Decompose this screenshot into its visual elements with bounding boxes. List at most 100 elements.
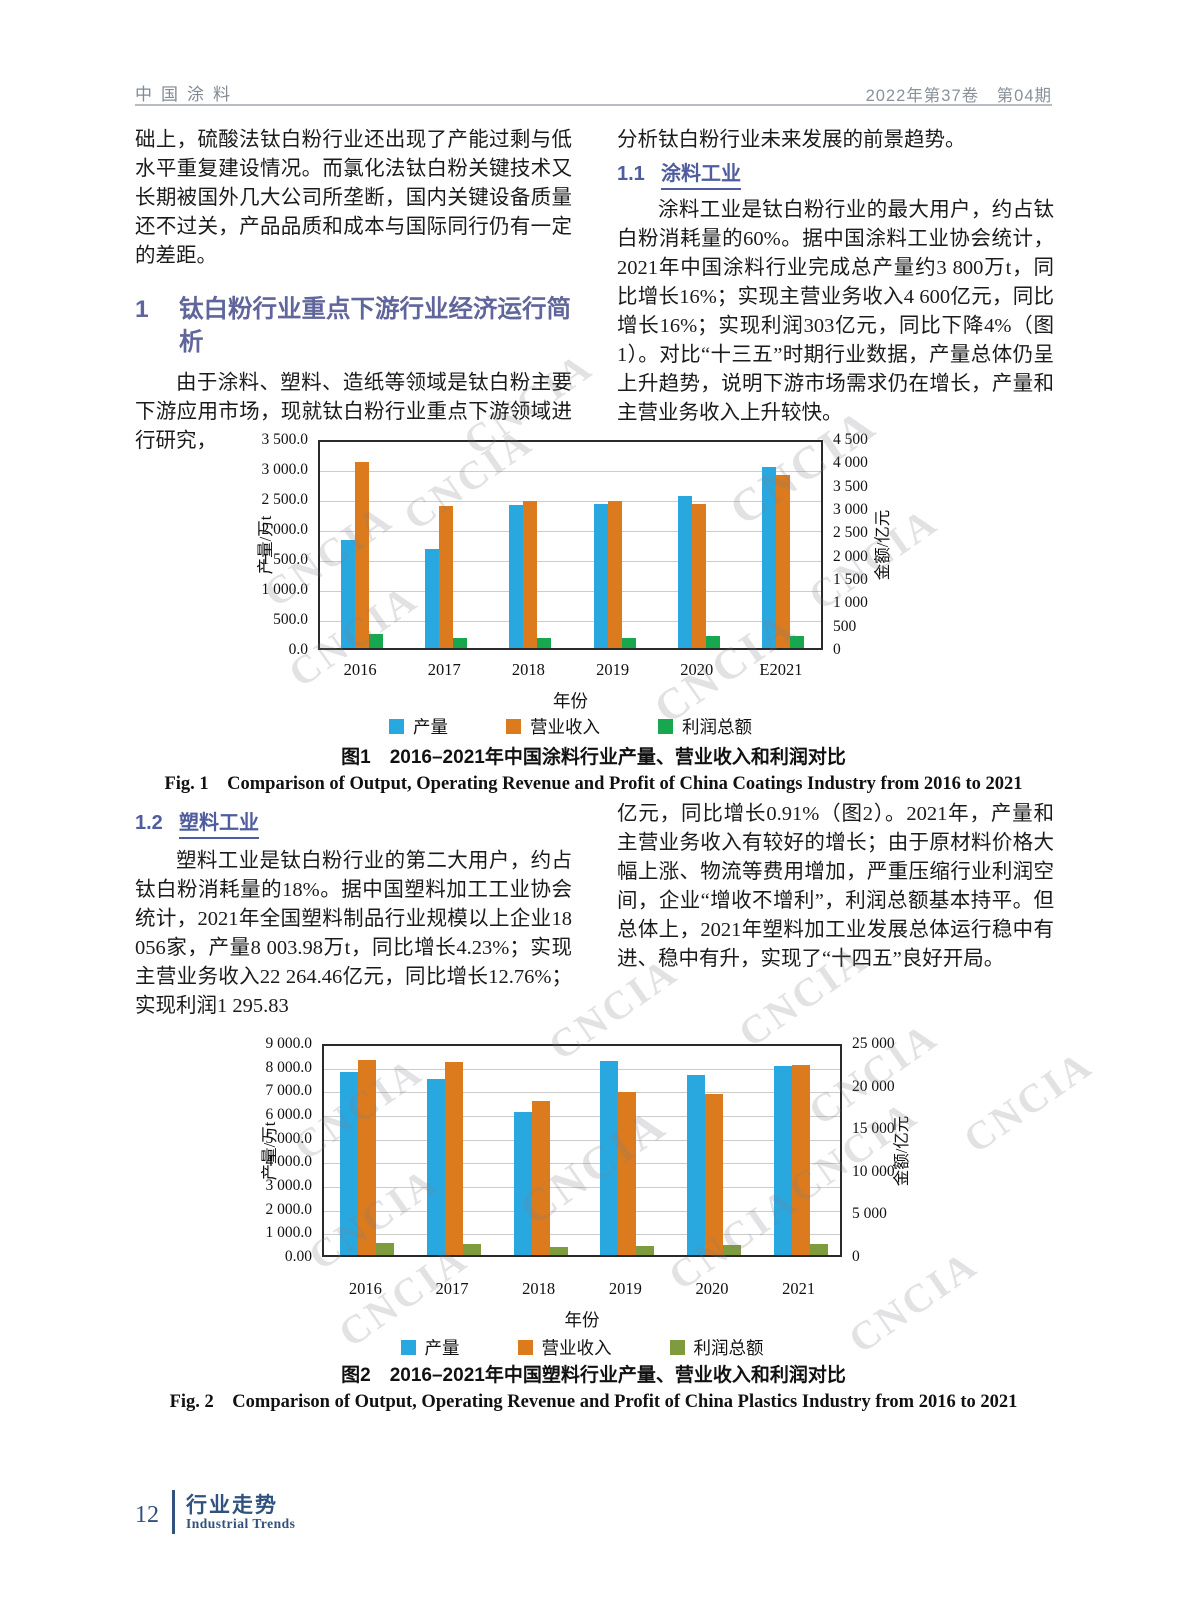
bar-营业收入-2021 <box>792 1065 810 1255</box>
bar-产量-2020 <box>687 1075 705 1255</box>
right-column: 分析钛白粉行业未来发展的前景趋势。 1.1 涂料工业 涂料工业是钛白粉行业的最大… <box>617 126 1054 428</box>
section-1-1-heading: 1.1 涂料工业 <box>617 161 1054 190</box>
watermark: CNCIA <box>955 1041 1101 1162</box>
y-tick-left: 2 000.0 <box>265 1200 313 1218</box>
y-tick-left: 3 500.0 <box>261 431 309 448</box>
bar-产量-2019 <box>600 1061 618 1255</box>
figure2-caption-cn: 图2 2016–2021年中国塑料行业产量、营业收入和利润对比 <box>341 1365 846 1386</box>
bar-产量-2018 <box>509 505 523 648</box>
bar-营业收入-2018 <box>532 1101 550 1255</box>
y-tick-right: 2 000 <box>833 547 868 565</box>
y-tick-left: 5 000.0 <box>265 1129 313 1147</box>
legend-swatch <box>658 719 673 734</box>
y-axis-label-right: 金额/亿元 <box>873 509 892 581</box>
gridline <box>320 561 821 562</box>
chart-legend: 产量 营业收入 利润总额 <box>318 714 823 739</box>
bar-营业收入-2020 <box>705 1094 723 1255</box>
paragraph-plastics-right: 亿元，同比增长0.91%（图2）。2021年，产量和主营业务收入有较好的增长；由… <box>617 803 1054 970</box>
y-tick-right: 1 500 <box>833 571 868 588</box>
y-tick-right: 25 000 <box>852 1035 895 1052</box>
gridline <box>324 1234 840 1236</box>
gridline <box>320 471 821 472</box>
legend-label: 利润总额 <box>682 717 752 737</box>
gridline <box>320 621 821 622</box>
y-tick-right: 4 000 <box>833 454 868 472</box>
y-tick-right: 500 <box>833 617 857 635</box>
paragraph-continuation: 础上，硫酸法钛白粉行业还出现了产能过剩与低水平重复建设情况。而氯化法钛白粉关键技… <box>135 129 572 267</box>
bar-产量-2020 <box>678 496 692 648</box>
legend-swatch <box>389 719 404 734</box>
x-tick: 2018 <box>511 660 545 679</box>
x-tick: 2017 <box>427 660 461 679</box>
gridline <box>324 1068 840 1070</box>
page-number: 12 <box>135 1502 159 1528</box>
x-tick: 2016 <box>348 1279 382 1298</box>
footer-section-en: Industrial Trends <box>186 1516 296 1531</box>
y-tick-left: 0.0 <box>288 641 308 658</box>
chart-legend: 产量 营业收入 利润总额 <box>322 1335 842 1360</box>
journal-name: 中国涂料 <box>135 85 239 104</box>
y-tick-right: 10 000 <box>852 1162 895 1180</box>
bar-利润总额-2018 <box>550 1247 568 1255</box>
issue-info: 2022年第37卷 第04期 <box>865 87 1052 105</box>
y-tick-left: 2 500.0 <box>261 491 309 508</box>
gridline <box>320 501 821 502</box>
bar-产量-2017 <box>425 549 439 648</box>
bar-利润总额-2020 <box>723 1245 741 1255</box>
gridline <box>320 531 821 532</box>
legend-item: 产量 <box>389 714 448 739</box>
y-tick-left: 500.0 <box>273 611 308 628</box>
header-rule <box>135 86 1052 106</box>
bar-利润总额-2018 <box>537 638 551 648</box>
gridline <box>324 1163 840 1165</box>
legend-item: 利润总额 <box>658 714 752 739</box>
bar-利润总额-2020 <box>706 636 720 648</box>
right-column-2: 亿元，同比增长0.91%（图2）。2021年，产量和主营业务收入有较好的增长；由… <box>617 800 1054 974</box>
y-tick-left: 2 000.0 <box>261 521 309 538</box>
y-tick-right: 15 000 <box>852 1120 895 1138</box>
bar-营业收入-2019 <box>618 1092 636 1255</box>
bar-产量-2017 <box>427 1079 445 1255</box>
gridline <box>324 1092 840 1094</box>
x-tick: 2020 <box>695 1279 729 1298</box>
bar-产量-E2021 <box>762 467 776 648</box>
y-tick-right: 4 500 <box>833 431 868 448</box>
bar-产量-2018 <box>514 1112 532 1255</box>
bar-利润总额-2019 <box>636 1246 654 1255</box>
bar-营业收入-E2021 <box>776 475 790 648</box>
y-tick-left: 1 000.0 <box>261 581 309 598</box>
gridline <box>324 1139 840 1141</box>
x-axis-title: 年份 <box>553 691 588 711</box>
bar-利润总额-2017 <box>463 1244 481 1255</box>
figure1-caption-cn: 图1 2016–2021年中国涂料行业产量、营业收入和利润对比 <box>341 747 846 768</box>
legend-swatch <box>517 1340 533 1355</box>
y-tick-right: 3 500 <box>833 477 868 495</box>
legend-swatch <box>669 1340 685 1355</box>
section-1-2-title: 塑料工业 <box>179 810 259 839</box>
figure1-chart: 产量/万t 金额/亿元 年份 产量 营业收入 利润总额 3 500.0 3 000.0… <box>240 428 940 740</box>
bar-利润总额-E2021 <box>790 636 804 648</box>
footer-section-cn: 行业走势 <box>186 1494 278 1517</box>
bar-利润总额-2017 <box>453 638 467 648</box>
left-column: 础上，硫酸法钛白粉行业还出现了产能过剩与低水平重复建设情况。而氯化法钛白粉关键技… <box>135 126 572 456</box>
y-tick-left: 3 000.0 <box>261 461 309 478</box>
figure1-caption-en: Fig. 1 Comparison of Output, Operating R… <box>164 774 1023 794</box>
bar-产量-2021 <box>774 1066 792 1255</box>
x-tick: 2020 <box>680 660 714 679</box>
section-1-number: 1 <box>135 296 149 323</box>
bar-营业收入-2017 <box>439 506 453 648</box>
y-tick-right: 2 500 <box>833 524 868 542</box>
y-tick-right: 5 000 <box>852 1205 887 1223</box>
y-tick-left: 0.00 <box>284 1248 312 1265</box>
y-tick-left: 1 000.0 <box>265 1224 313 1242</box>
section-1-heading: 1 钛白粉行业重点下游行业经济运行简析 <box>135 293 572 359</box>
x-tick: 2021 <box>782 1279 816 1298</box>
y-tick-right: 1 000 <box>833 594 868 612</box>
bar-产量-2019 <box>594 504 608 648</box>
y-tick-left: 1 500.0 <box>261 551 309 568</box>
y-tick-left: 8 000.0 <box>265 1058 313 1076</box>
paragraph-coatings: 涂料工业是钛白粉行业的最大用户，约占钛白粉消耗量的60%。据中国涂料工业协会统计… <box>617 199 1054 424</box>
paragraph-plastics-left: 塑料工业是钛白粉行业的第二大用户，约占钛白粉消耗量的18%。据中国塑料加工工业协… <box>135 850 572 1017</box>
y-tick-right: 0 <box>852 1248 860 1265</box>
